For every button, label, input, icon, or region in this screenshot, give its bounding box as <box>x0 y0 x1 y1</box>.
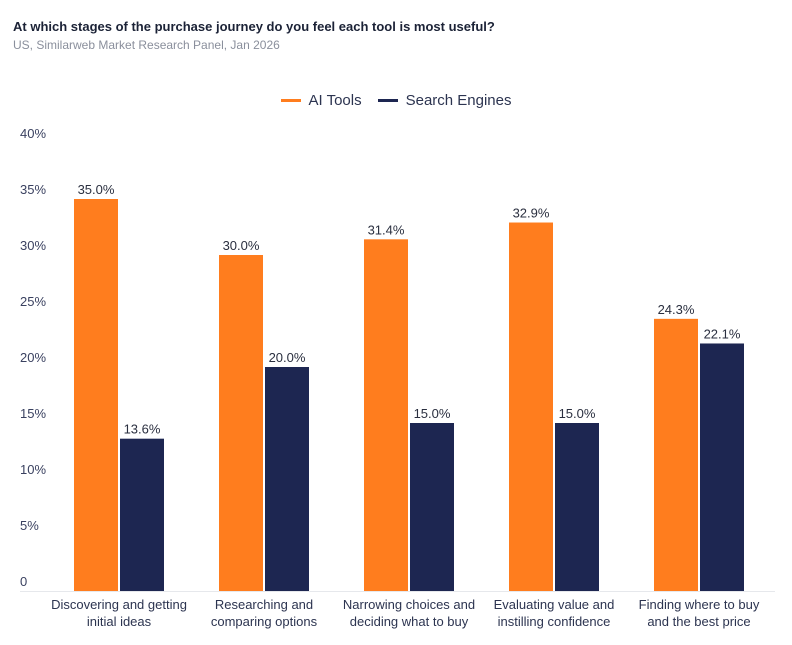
legend-label: AI Tools <box>308 92 362 109</box>
data-label: 15.0% <box>559 406 596 421</box>
data-label: 31.4% <box>368 222 405 237</box>
bar-search-engines <box>555 423 599 591</box>
legend: AI Tools Search Engines <box>0 92 792 109</box>
x-category-label: Researching and <box>215 597 313 612</box>
data-label: 30.0% <box>223 238 260 253</box>
legend-item-ai-tools[interactable]: AI Tools <box>280 92 362 109</box>
bar-search-engines <box>120 438 164 591</box>
x-category-label: Narrowing choices and <box>343 597 475 612</box>
y-tick-label: 5% <box>20 518 39 533</box>
chart-subtitle: US, Similarweb Market Research Panel, Ja… <box>13 38 280 52</box>
y-tick-label: 0 <box>20 574 27 589</box>
chart-title: At which stages of the purchase journey … <box>13 19 495 34</box>
data-label: 24.3% <box>658 302 695 317</box>
y-tick-label: 10% <box>20 462 46 477</box>
data-label: 35.0% <box>78 182 115 197</box>
bar-ai-tools <box>509 222 553 591</box>
data-label: 15.0% <box>414 406 451 421</box>
legend-label: Search Engines <box>405 92 512 109</box>
bar-ai-tools <box>74 199 118 591</box>
y-tick-label: 15% <box>20 406 46 421</box>
x-category-label: and the best price <box>647 614 750 629</box>
y-tick-label: 25% <box>20 294 46 309</box>
x-category-label: instilling confidence <box>498 614 611 629</box>
x-category-label: comparing options <box>211 614 318 629</box>
y-tick-label: 40% <box>20 126 46 141</box>
y-tick-label: 35% <box>20 182 46 197</box>
x-category-label: Finding where to buy <box>639 597 760 612</box>
bar-search-engines <box>265 367 309 591</box>
data-label: 20.0% <box>269 350 306 365</box>
data-label: 22.1% <box>704 326 741 341</box>
data-label: 32.9% <box>513 206 550 221</box>
bar-ai-tools <box>654 318 698 591</box>
bar-search-engines <box>410 423 454 591</box>
y-tick-label: 20% <box>20 350 46 365</box>
legend-item-search-engines[interactable]: Search Engines <box>377 92 512 109</box>
bar-ai-tools <box>219 255 263 591</box>
legend-swatch <box>377 99 398 102</box>
x-category-label: Evaluating value and <box>494 597 615 612</box>
x-category-label: Discovering and getting <box>51 597 187 612</box>
x-category-label: deciding what to buy <box>350 614 469 629</box>
x-category-label: initial ideas <box>87 614 152 629</box>
legend-swatch <box>280 99 301 102</box>
data-label: 13.6% <box>124 422 161 437</box>
y-tick-label: 30% <box>20 238 46 253</box>
bar-ai-tools <box>364 239 408 591</box>
bar-search-engines <box>700 343 744 591</box>
